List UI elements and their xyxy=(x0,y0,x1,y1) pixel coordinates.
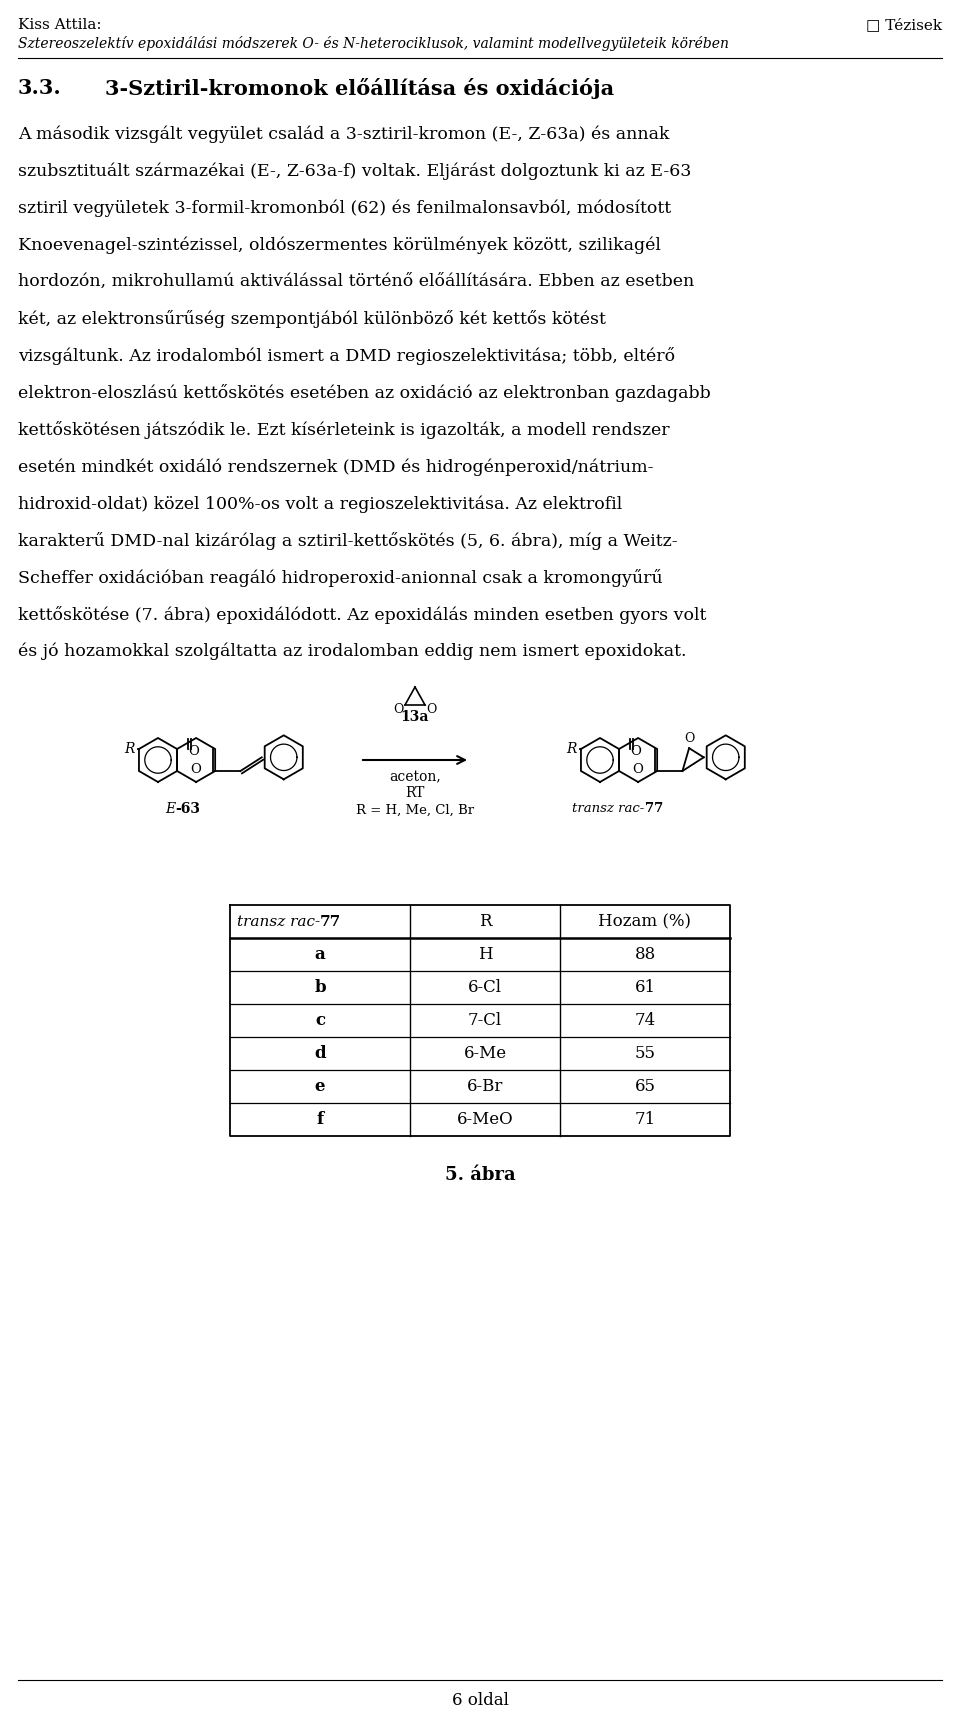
Text: Scheffer oxidációban reagáló hidroperoxid-anionnal csak a kromongyűrű: Scheffer oxidációban reagáló hidroperoxi… xyxy=(18,569,662,586)
Text: transz rac-: transz rac- xyxy=(237,915,320,929)
Text: hordozón, mikrohullamú aktiválással történő előállítására. Ebben az esetben: hordozón, mikrohullamú aktiválással tört… xyxy=(18,273,694,290)
Text: kettőskötése (7. ábra) epoxidálódott. Az epoxidálás minden esetben gyors volt: kettőskötése (7. ábra) epoxidálódott. Az… xyxy=(18,607,707,624)
Text: 6-Cl: 6-Cl xyxy=(468,979,502,996)
Text: 3-Sztiril-kromonok előállítása és oxidációja: 3-Sztiril-kromonok előállítása és oxidác… xyxy=(105,79,614,99)
Text: O: O xyxy=(394,703,404,716)
Text: 5. ábra: 5. ábra xyxy=(444,1166,516,1184)
Text: O: O xyxy=(633,763,643,776)
Text: 6 oldal: 6 oldal xyxy=(451,1692,509,1709)
Text: R: R xyxy=(566,742,577,756)
Text: H: H xyxy=(478,946,492,963)
Text: 77: 77 xyxy=(645,802,663,814)
Text: a: a xyxy=(315,946,325,963)
Text: 55: 55 xyxy=(635,1046,656,1063)
Text: 6-MeO: 6-MeO xyxy=(457,1111,514,1128)
Text: -63: -63 xyxy=(176,802,201,816)
Text: 6-Br: 6-Br xyxy=(467,1078,503,1095)
Text: vizsgáltunk. Az irodalomból ismert a DMD regioszelektivitása; több, eltérő: vizsgáltunk. Az irodalomból ismert a DMD… xyxy=(18,346,675,365)
Text: R = H, Me, Cl, Br: R = H, Me, Cl, Br xyxy=(356,804,474,818)
Text: f: f xyxy=(317,1111,324,1128)
Text: Sztereoszelektív epoxidálási módszerek O- és N-heterociklusok, valamint modellve: Sztereoszelektív epoxidálási módszerek O… xyxy=(18,36,729,51)
Text: R: R xyxy=(479,914,492,931)
Text: két, az elektronsűrűség szempontjából különböző két kettős kötést: két, az elektronsűrűség szempontjából kü… xyxy=(18,310,606,327)
Text: aceton,: aceton, xyxy=(389,770,441,783)
Text: e: e xyxy=(315,1078,325,1095)
Text: Hozam (%): Hozam (%) xyxy=(598,914,691,931)
Text: kettőskötésen játszódik le. Ezt kísérleteink is igazolták, a modell rendszer: kettőskötésen játszódik le. Ezt kísérlet… xyxy=(18,422,670,439)
Text: hidroxid-oldat) közel 100%-os volt a regioszelektivitása. Az elektrofil: hidroxid-oldat) közel 100%-os volt a reg… xyxy=(18,495,622,512)
Text: 7-Cl: 7-Cl xyxy=(468,1011,502,1028)
Text: O: O xyxy=(191,763,202,776)
Text: 71: 71 xyxy=(635,1111,656,1128)
Text: A második vizsgált vegyület család a 3-sztiril-kromon (E-, Z-63a) és annak: A második vizsgált vegyület család a 3-s… xyxy=(18,125,669,142)
Text: és jó hozamokkal szolgáltatta az irodalomban eddig nem ismert epoxidokat.: és jó hozamokkal szolgáltatta az irodalo… xyxy=(18,643,686,660)
Text: 77: 77 xyxy=(320,915,341,929)
Text: O: O xyxy=(684,732,694,746)
Text: 13a: 13a xyxy=(400,710,429,723)
Text: E: E xyxy=(165,802,176,816)
Text: c: c xyxy=(315,1011,325,1028)
Text: transz rac-: transz rac- xyxy=(572,802,645,814)
Text: szubsztituált származékai (E-, Z-63a-f) voltak. Eljárást dolgoztunk ki az E-63: szubsztituált származékai (E-, Z-63a-f) … xyxy=(18,163,691,180)
Text: O: O xyxy=(426,703,437,716)
Text: 61: 61 xyxy=(635,979,656,996)
Text: b: b xyxy=(314,979,325,996)
Text: sztiril vegyületek 3-formil-kromonból (62) és fenilmalonsavból, módosított: sztiril vegyületek 3-formil-kromonból (6… xyxy=(18,199,671,216)
Text: Kiss Attila:: Kiss Attila: xyxy=(18,19,102,33)
Text: □ Tézisek: □ Tézisek xyxy=(866,19,942,33)
Text: 65: 65 xyxy=(635,1078,656,1095)
Text: Knoevenagel-szintézissel, oldószermentes körülmények között, szilikagél: Knoevenagel-szintézissel, oldószermentes… xyxy=(18,237,660,254)
Text: 88: 88 xyxy=(635,946,656,963)
Text: d: d xyxy=(314,1046,325,1063)
Text: R: R xyxy=(125,742,135,756)
Text: 3.3.: 3.3. xyxy=(18,79,61,98)
Text: esetén mindkét oxidáló rendszernek (DMD és hidrogénperoxid/nátrium-: esetén mindkét oxidáló rendszernek (DMD … xyxy=(18,458,654,475)
Text: elektron-eloszlású kettőskötés esetében az oxidáció az elektronban gazdagabb: elektron-eloszlású kettőskötés esetében … xyxy=(18,384,710,403)
Text: O: O xyxy=(189,746,200,758)
Text: karakterű DMD-nal kizárólag a sztiril-kettőskötés (5, 6. ábra), míg a Weitz-: karakterű DMD-nal kizárólag a sztiril-ke… xyxy=(18,531,678,550)
Text: 6-Me: 6-Me xyxy=(464,1046,507,1063)
Text: 74: 74 xyxy=(635,1011,656,1028)
Text: O: O xyxy=(631,746,641,758)
Text: RT: RT xyxy=(405,787,424,800)
